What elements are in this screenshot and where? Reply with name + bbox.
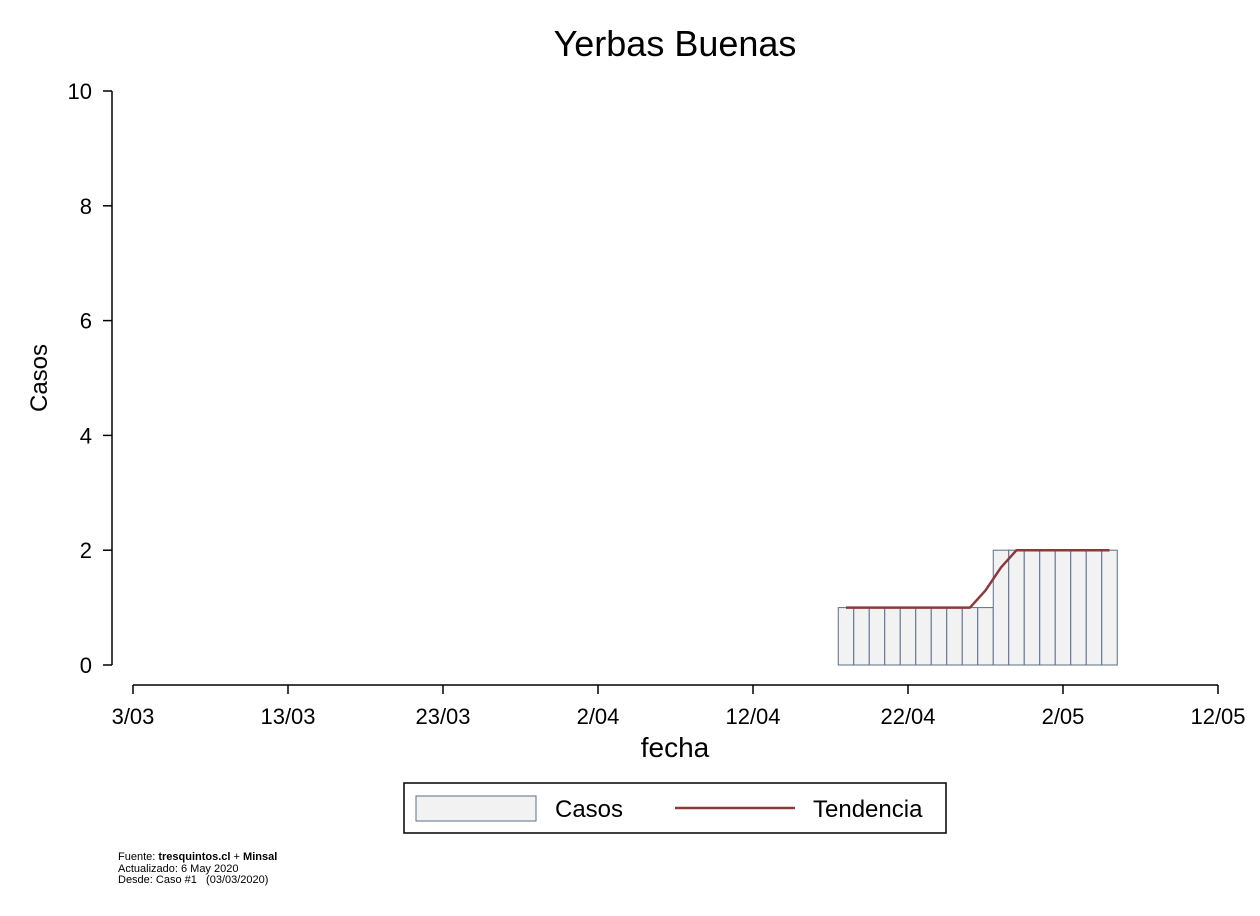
bar — [899, 607, 917, 666]
updated-line: Actualizado: 6 May 2020 — [118, 862, 239, 875]
x-tick-label: 3/03 — [112, 704, 155, 729]
bar — [915, 607, 932, 666]
chart-title: Yerbas Buenas — [554, 23, 797, 64]
trend-line — [846, 548, 1110, 609]
bar — [1054, 549, 1072, 666]
x-axis: 3/03 13/03 23/03 2/04 12/04 22/04 2/05 12/05 — [112, 684, 1246, 729]
x-axis-title: fecha — [641, 732, 710, 763]
bar — [1008, 549, 1025, 666]
y-axis-title: Casos — [26, 344, 53, 412]
y-tick-label: 8 — [80, 194, 92, 219]
bar — [884, 607, 901, 666]
source-prefix: Fuente: — [118, 851, 159, 863]
footer-notes: Fuente: tresquintos.cl + Minsal Actualiz… — [118, 851, 278, 887]
source-org: Minsal — [243, 851, 278, 863]
x-tick-label: 2/05 — [1042, 704, 1085, 729]
bar — [977, 607, 994, 666]
y-tick-label: 4 — [80, 423, 92, 448]
x-tick-label: 22/04 — [880, 704, 935, 729]
legend-label-tendencia: Tendencia — [813, 796, 923, 823]
bar — [930, 607, 948, 666]
bar — [1039, 549, 1056, 666]
bar — [961, 607, 979, 666]
x-tick-label: 2/04 — [577, 704, 620, 729]
bar-series — [837, 549, 1118, 666]
since-line: Desde: Caso #1 (03/03/2020) — [118, 874, 269, 886]
legend: Casos Tendencia — [403, 782, 947, 834]
source-line: Fuente: tresquintos.cl + Minsal — [118, 851, 278, 864]
source-site: tresquintos.cl — [158, 851, 231, 863]
trend-series — [846, 548, 1110, 609]
legend-label-casos: Casos — [555, 796, 623, 823]
bar — [837, 607, 855, 666]
legend-swatch-casos — [415, 795, 537, 822]
bar — [1070, 549, 1087, 666]
bar — [868, 607, 886, 666]
x-tick-label: 13/03 — [260, 704, 315, 729]
x-tick-label: 23/03 — [415, 704, 470, 729]
y-axis: 0 2 4 6 8 10 — [68, 79, 113, 678]
bar — [946, 607, 963, 666]
bar — [853, 607, 870, 666]
x-tick-label: 12/04 — [725, 704, 780, 729]
bar — [1023, 549, 1041, 666]
y-tick-label: 6 — [80, 309, 92, 334]
bar — [1085, 549, 1103, 666]
bar — [1101, 549, 1118, 666]
y-tick-label: 0 — [80, 653, 92, 678]
source-plus: + — [230, 851, 244, 863]
y-tick-label: 10 — [68, 79, 92, 104]
y-tick-label: 2 — [80, 538, 92, 563]
x-tick-label: 12/05 — [1190, 704, 1245, 729]
